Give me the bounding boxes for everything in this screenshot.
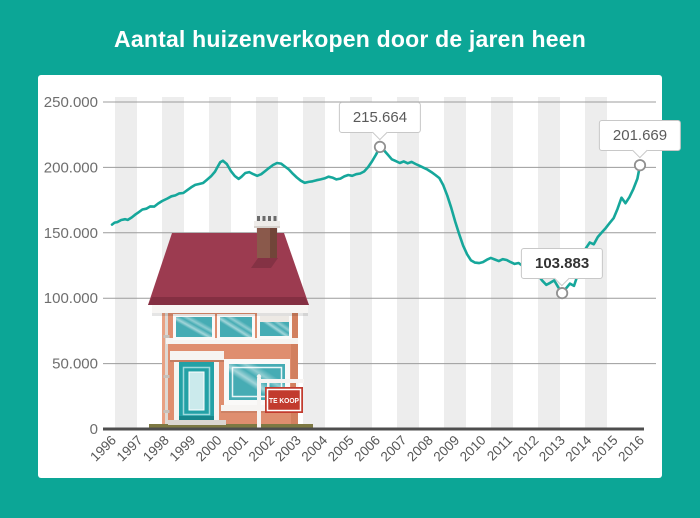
x-tick-label: 2012 (510, 433, 542, 465)
y-tick-label: 200.000 (44, 159, 98, 176)
house-roof (148, 233, 309, 305)
y-tick-label: 250.000 (44, 94, 98, 111)
annotation-callout-201.669: 201.669 (598, 120, 682, 152)
eave (152, 305, 308, 313)
chart-card: 250.000 200.000 150.000 100.000 50.000 0 (38, 75, 662, 478)
background-stripe (397, 97, 419, 429)
page-title: Aantal huizenverkopen door de jaren heen (114, 26, 586, 52)
sign-text: TE KOOP (269, 396, 299, 405)
x-tick-label: 1998 (140, 433, 172, 465)
background-stripe (491, 97, 513, 429)
x-tick-label: 2002 (246, 433, 278, 465)
annotation-callout-103.883: 103.883 (520, 248, 604, 280)
x-tick-label: 2015 (589, 433, 621, 465)
background-stripe (444, 97, 466, 429)
background-stripes (115, 97, 607, 429)
y-tick-label: 0 (90, 421, 98, 438)
x-tick-label: 2008 (404, 433, 436, 465)
x-tick-label: 1997 (114, 433, 146, 465)
x-tick-label: 1999 (166, 433, 198, 465)
y-tick-label: 100.000 (44, 290, 98, 307)
y-tick-label: 50.000 (52, 356, 98, 373)
background-stripe (350, 97, 372, 429)
background-stripe (115, 97, 137, 429)
x-tick-label: 2007 (378, 433, 410, 465)
x-tick-label: 2013 (536, 433, 568, 465)
house-ground (149, 424, 313, 429)
te-koop-sign: TE KOOP (256, 374, 304, 428)
x-tick-label: 2000 (193, 433, 225, 465)
line-chart: 250.000 200.000 150.000 100.000 50.000 0 (44, 94, 656, 464)
data-series (110, 145, 642, 295)
window-awning (260, 316, 289, 322)
x-tick-label: 2003 (272, 433, 304, 465)
x-tick-label: 2014 (562, 432, 594, 464)
door-step (168, 420, 226, 425)
data-point-marker-103.883[interactable] (556, 287, 569, 300)
series-line-huizenverkopen (110, 145, 642, 295)
annotation-callout-215.664: 215.664 (338, 101, 422, 133)
x-tick-label: 2004 (298, 432, 330, 464)
background-stripe (303, 97, 325, 429)
x-tick-label: 2010 (457, 433, 489, 465)
x-tick-label: 2006 (351, 433, 383, 465)
house-illustration: TE KOOP (148, 216, 313, 429)
x-tick-label: 2005 (325, 433, 357, 465)
y-axis-labels: 250.000 200.000 150.000 100.000 50.000 0 (44, 94, 98, 438)
x-tick-label: 2016 (615, 433, 647, 465)
x-axis-labels: 1996199719981999200020012002200320042005… (87, 432, 647, 464)
data-point-marker-201.669[interactable] (633, 159, 647, 172)
door-lintel (170, 351, 224, 360)
x-tick-label: 2001 (219, 433, 251, 465)
y-tick-label: 150.000 (44, 225, 98, 242)
data-point-marker-215.664[interactable] (373, 140, 387, 154)
data-point-markers (373, 140, 647, 300)
x-tick-label: 2009 (430, 433, 462, 465)
drainpipe (165, 308, 168, 424)
x-tick-label: 2011 (484, 433, 515, 464)
